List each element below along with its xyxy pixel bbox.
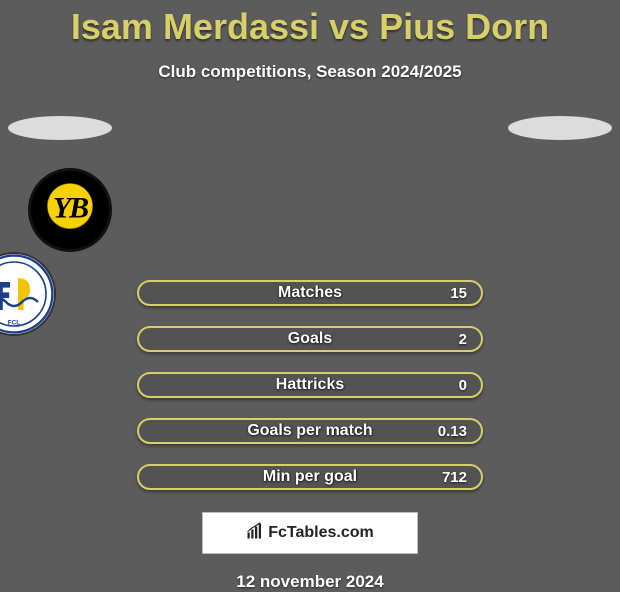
player-photo-placeholder-right: [508, 116, 612, 140]
stat-value: 0: [459, 377, 467, 394]
comparison-panel: FCL Matches 15 Goals 2 Hattricks 0 Goals…: [0, 112, 620, 592]
stat-label: Hattricks: [276, 376, 344, 394]
stat-value: 0.13: [438, 423, 467, 440]
page-title: Isam Merdassi vs Pius Dorn: [0, 0, 620, 48]
stat-label: Matches: [278, 284, 342, 302]
stat-value: 712: [442, 469, 467, 486]
svg-text:FCL: FCL: [8, 319, 21, 326]
stats-table: Matches 15 Goals 2 Hattricks 0 Goals per…: [137, 280, 483, 490]
stat-row: Matches 15: [137, 280, 483, 306]
stat-label: Goals: [288, 330, 332, 348]
club-badge-right: FCL: [0, 252, 56, 336]
stat-row: Hattricks 0: [137, 372, 483, 398]
stat-row: Min per goal 712: [137, 464, 483, 490]
player-photo-placeholder-left: [8, 116, 112, 140]
stat-label: Min per goal: [263, 468, 357, 486]
page-subtitle: Club competitions, Season 2024/2025: [0, 62, 620, 82]
stat-row: Goals per match 0.13: [137, 418, 483, 444]
chart-icon: [246, 522, 264, 545]
stat-row: Goals 2: [137, 326, 483, 352]
club-badge-left: [28, 168, 112, 252]
stat-value: 2: [459, 331, 467, 348]
brand-box: FcTables.com: [202, 512, 418, 554]
stat-value: 15: [450, 285, 467, 302]
stat-label: Goals per match: [247, 422, 372, 440]
brand-label: FcTables.com: [268, 524, 374, 542]
footer-date: 12 november 2024: [0, 572, 620, 592]
